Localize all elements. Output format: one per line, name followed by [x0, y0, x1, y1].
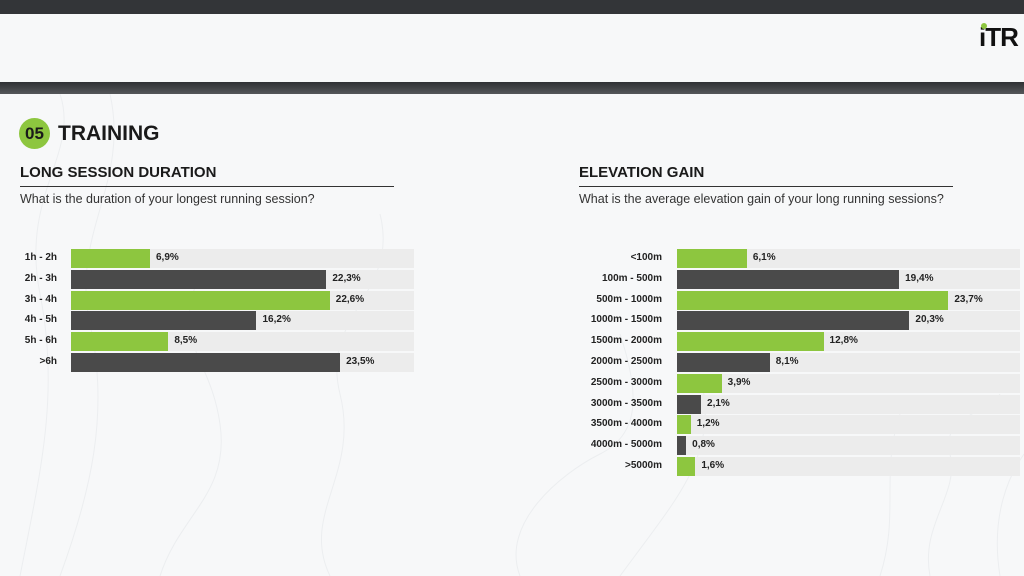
- value-label: 0,8%: [692, 439, 715, 451]
- category-label: 1000m - 1500m: [590, 314, 662, 326]
- bar-track: [677, 436, 1020, 456]
- bar-row: >5000m 1,6%: [0, 457, 1024, 476]
- section-title: TRAINING: [58, 121, 160, 145]
- title-rule: [579, 186, 953, 187]
- bar-row: 100m - 500m 19,4%: [0, 269, 1024, 289]
- category-label: <100m: [630, 252, 662, 263]
- bar: [677, 457, 696, 476]
- bar-track: [71, 249, 414, 268]
- value-label: 23,7%: [954, 293, 983, 305]
- category-label: 2000m - 2500m: [590, 356, 662, 367]
- value-label: 6,1%: [752, 252, 776, 263]
- value-label: 20,3%: [915, 314, 944, 326]
- bar: [677, 249, 747, 268]
- value-label: 3,9%: [727, 376, 751, 388]
- value-label: 8,1%: [775, 356, 799, 367]
- header-band: [0, 82, 1024, 94]
- category-label: 100m - 500m: [601, 272, 662, 284]
- bar-row: >6h 23,5%: [0, 353, 1024, 372]
- value-label: 19,4%: [905, 272, 934, 284]
- bar: [71, 332, 169, 352]
- chart-title-duration: LONG SESSION DURATION: [20, 164, 217, 181]
- category-label: 5h - 6h: [24, 335, 57, 347]
- value-label: 16,2%: [262, 314, 291, 326]
- chart-question-elevation: What is the average elevation gain of yo…: [579, 192, 944, 206]
- bar-row: 1500m - 2000m 12,8%: [0, 332, 1024, 352]
- bar-row: 1000m - 1500m 20,3%: [0, 311, 1024, 331]
- bar-row: 500m - 1000m 23,7%: [0, 290, 1024, 310]
- category-label: 3500m - 4000m: [590, 418, 662, 430]
- bar-row: 4h - 5h 16,2%: [0, 311, 1024, 331]
- bar: [71, 311, 257, 331]
- category-label: 4h - 5h: [24, 314, 57, 326]
- bar-row: 1h - 2h 6,9%: [0, 249, 1024, 268]
- chart-title-elevation: ELEVATION GAIN: [579, 164, 705, 181]
- bar-track: [677, 457, 1020, 476]
- value-label: 22,6%: [335, 293, 365, 305]
- bar-track: [677, 394, 1020, 414]
- bar-row: 3h - 4h 22,6%: [0, 290, 1024, 310]
- value-label: 2,1%: [707, 397, 730, 409]
- value-label: 12,8%: [829, 335, 858, 347]
- bar-track: [677, 249, 1020, 268]
- chart-question-duration: What is the duration of your longest run…: [20, 192, 315, 206]
- value-label: 22,3%: [332, 272, 361, 284]
- bar: [677, 415, 691, 435]
- category-label: 500m - 1000m: [596, 293, 662, 305]
- bar: [71, 290, 330, 310]
- bar-row: 3000m - 3500m 2,1%: [0, 394, 1024, 414]
- category-label: 4000m - 5000m: [590, 439, 662, 451]
- category-label: 3h - 4h: [24, 293, 57, 305]
- category-label: 2h - 3h: [24, 272, 57, 284]
- value-label: 8,5%: [174, 335, 198, 347]
- bar-row: <100m 6,1%: [0, 249, 1024, 268]
- value-label: 23,5%: [346, 356, 375, 367]
- category-label: 2500m - 3000m: [590, 376, 662, 388]
- bar: [677, 373, 722, 393]
- category-label: 1500m - 2000m: [590, 335, 662, 347]
- top-bar: [0, 0, 1024, 14]
- category-label: >6h: [39, 356, 57, 367]
- title-rule: [20, 186, 394, 187]
- logo: iTR: [979, 22, 1019, 53]
- bar: [71, 249, 150, 268]
- bar: [677, 311, 910, 331]
- bar-track: [677, 415, 1020, 435]
- bar: [677, 269, 900, 289]
- bar: [71, 269, 327, 289]
- bar: [677, 353, 770, 372]
- bar-row: 2000m - 2500m 8,1%: [0, 353, 1024, 372]
- bar: [71, 353, 341, 372]
- section-heading: 05 TRAINING: [19, 118, 160, 149]
- logo-dot-icon: [981, 23, 987, 29]
- bar-row: 4000m - 5000m 0,8%: [0, 436, 1024, 456]
- bar: [677, 332, 824, 352]
- value-label: 1,2%: [696, 418, 720, 430]
- bar-row: 2500m - 3000m 3,9%: [0, 373, 1024, 393]
- bar-row: 2h - 3h 22,3%: [0, 269, 1024, 289]
- category-label: 3000m - 3500m: [590, 397, 662, 409]
- bar-row: 3500m - 4000m 1,2%: [0, 415, 1024, 435]
- section-number-badge: 05: [19, 118, 50, 149]
- value-label: 6,9%: [156, 252, 179, 263]
- value-label: 1,6%: [701, 460, 725, 471]
- bar: [677, 290, 949, 310]
- bar: [677, 436, 687, 456]
- category-label: 1h - 2h: [24, 252, 57, 263]
- bar: [677, 394, 702, 414]
- bar-track: [677, 373, 1020, 393]
- bar-row: 5h - 6h 8,5%: [0, 332, 1024, 352]
- category-label: >5000m: [625, 460, 662, 471]
